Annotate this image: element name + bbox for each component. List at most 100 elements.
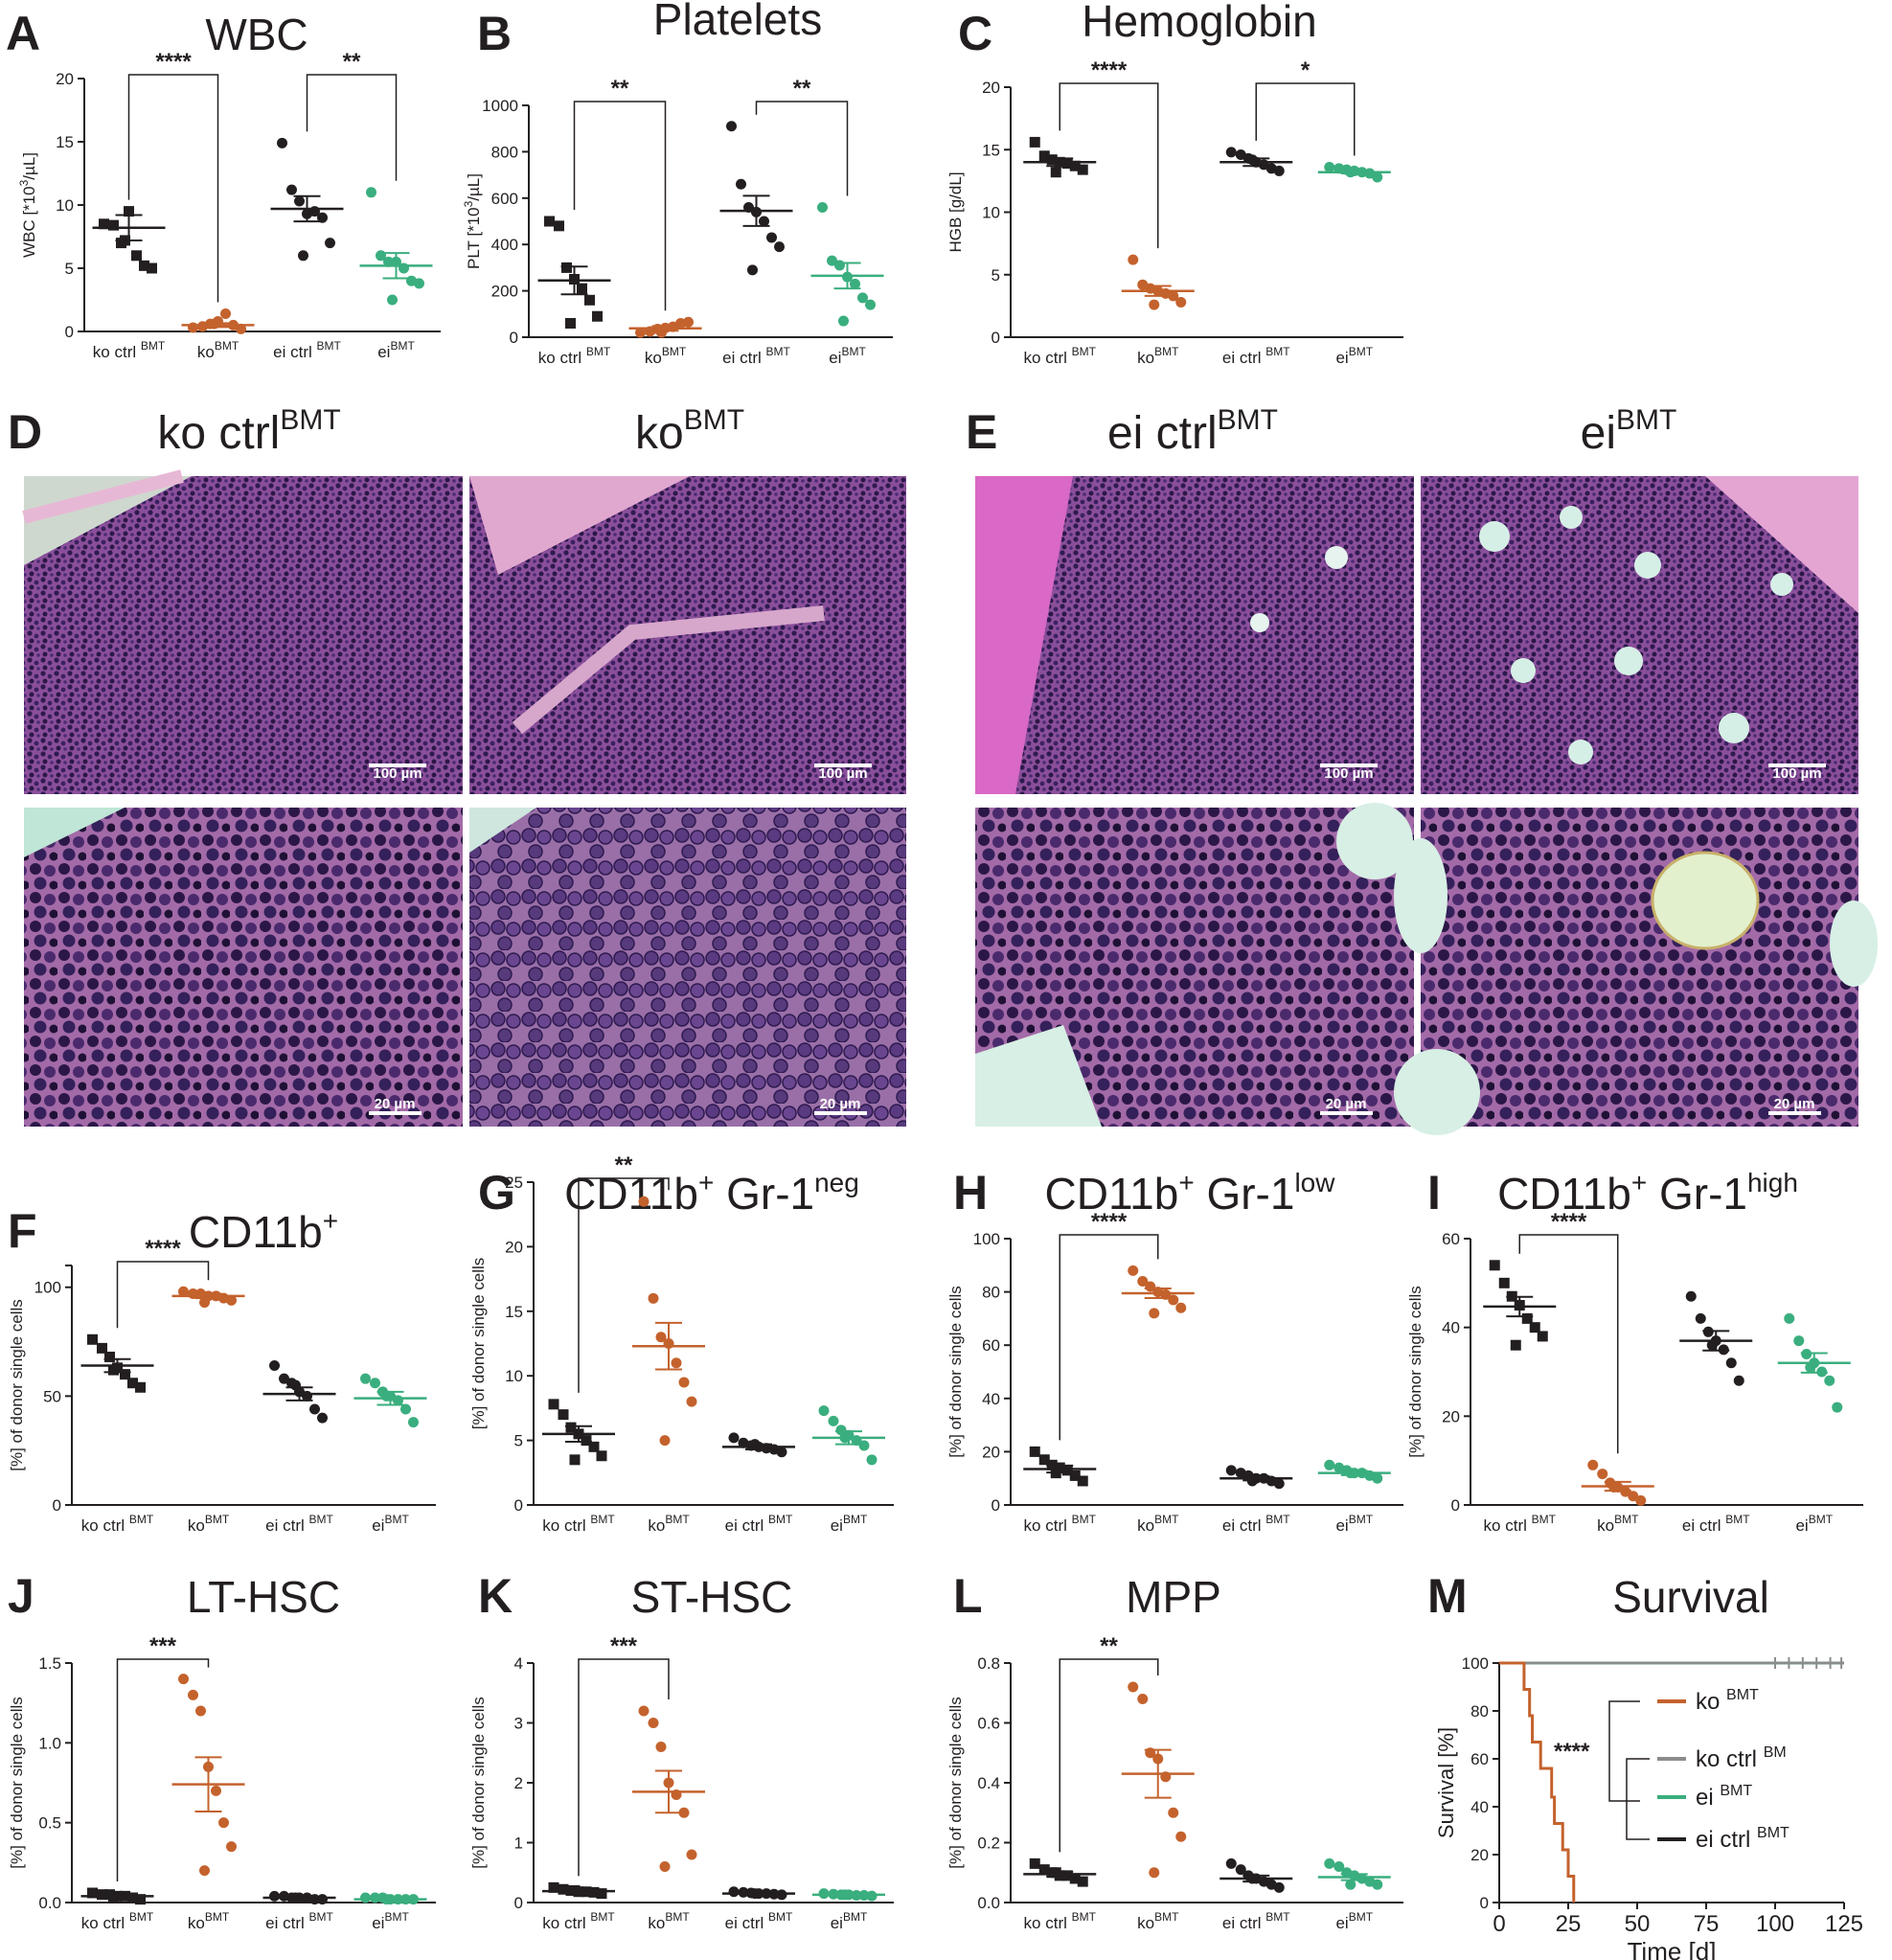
y-axis-label-text: Survival [%]	[1434, 1727, 1458, 1838]
data-point	[834, 260, 845, 271]
data-point	[558, 1883, 569, 1895]
data-point	[1069, 1470, 1081, 1481]
data-point	[866, 1454, 878, 1466]
x-tick-label: 0	[1493, 1911, 1505, 1937]
y-axis-label: Survival [%]	[1434, 1727, 1458, 1838]
data-point	[1372, 1472, 1383, 1484]
data-point	[1077, 1876, 1088, 1887]
scale-bar-label: 100 µm	[373, 765, 422, 782]
category-name: ko ctrl	[81, 1516, 129, 1535]
y-tick-label: 0	[992, 329, 1000, 347]
category-name: ei	[829, 349, 841, 367]
category-name: ko	[1137, 1914, 1154, 1932]
data-point	[317, 1412, 328, 1424]
chart-title-sup: +	[1178, 1168, 1194, 1197]
data-point	[857, 292, 868, 304]
data-point	[226, 1841, 237, 1853]
chart-title: Hemoglobin	[1082, 0, 1316, 46]
data-point	[139, 260, 149, 271]
data-point	[1832, 1402, 1843, 1413]
y-tick-label: 5	[514, 1432, 523, 1450]
y-tick-label: 0.5	[38, 1814, 61, 1833]
data-point	[108, 1364, 119, 1376]
data-point	[309, 1403, 320, 1415]
data-point	[1635, 1494, 1647, 1506]
category-name: ko	[648, 1914, 665, 1932]
data-point	[1149, 1308, 1160, 1319]
data-point	[1521, 1312, 1533, 1324]
data-point	[1695, 1312, 1706, 1324]
y-tick-label: 1	[514, 1835, 523, 1853]
data-point	[1498, 1277, 1510, 1288]
y-axis-label-sup: 3	[17, 179, 31, 186]
data-point	[638, 1705, 650, 1717]
category-sup: BMT	[843, 1513, 868, 1526]
category-name: ko	[1137, 349, 1154, 367]
scale-bar-label: 100 µm	[1772, 765, 1821, 782]
data-point	[1175, 1302, 1187, 1313]
category-label: eiBMT	[831, 1910, 868, 1932]
category-name: ei ctrl	[265, 1516, 308, 1535]
chart-title: CD11b+ Gr-1low	[1045, 1168, 1336, 1219]
data-point	[188, 1689, 198, 1700]
legend-entry: ko ctrl BM	[1696, 1744, 1787, 1772]
y-tick-label: 40	[982, 1390, 1000, 1408]
significance-label: ****	[145, 1236, 181, 1262]
data-point	[774, 241, 785, 253]
data-point	[588, 1441, 600, 1452]
chart-title-sup: +	[698, 1168, 714, 1197]
panel-letter: I	[1427, 1166, 1441, 1219]
y-tick-label: 5	[992, 266, 1000, 285]
data-point	[408, 1417, 419, 1428]
y-tick-label: 10	[56, 196, 74, 215]
data-point	[1046, 154, 1058, 166]
panel-letter-d: D	[8, 405, 42, 459]
category-sup: BMT	[1349, 345, 1374, 358]
data-point	[325, 238, 335, 249]
legend-entry: ko BMT	[1696, 1687, 1759, 1715]
chart-title-text: Hemoglobin	[1082, 0, 1316, 46]
category-sup: BMT	[665, 1910, 690, 1924]
y-axis-label: [%] of donor single cells	[469, 1258, 488, 1430]
chart-title-tail-sup: neg	[814, 1168, 859, 1197]
y-tick-label: 800	[491, 143, 518, 161]
histology-title-ko-ctrl: ko ctrlBMT	[157, 404, 340, 459]
category-label: ko ctrl BMT	[542, 1513, 615, 1535]
data-point	[1510, 1339, 1521, 1351]
data-point	[1235, 1864, 1246, 1876]
data-point	[1628, 1491, 1639, 1502]
x-tick-label: 100	[1756, 1911, 1794, 1937]
legend-entry: ei BMT	[1696, 1783, 1752, 1811]
chart-title: CD11b+ Gr-1high	[1497, 1168, 1798, 1219]
data-point	[596, 1888, 607, 1900]
chart-title-text: CD11b	[189, 1207, 323, 1257]
data-point	[360, 1892, 371, 1903]
data-point	[195, 1705, 206, 1717]
category-sup: BMT	[205, 1910, 230, 1924]
category-label: ei ctrl BMT	[722, 345, 790, 367]
category-sup: BMT	[390, 339, 415, 353]
chart-title-text: CD11b	[1045, 1169, 1179, 1219]
significance-bracket	[1059, 1234, 1159, 1441]
data-point	[97, 1889, 107, 1901]
significance-label: ****	[1091, 1209, 1128, 1235]
data-point	[1168, 1807, 1179, 1818]
data-point	[817, 201, 828, 213]
y-tick-label: 100	[973, 1230, 1000, 1248]
category-name: ko ctrl	[538, 349, 586, 367]
data-point	[1029, 136, 1040, 148]
data-point	[286, 184, 297, 195]
data-point	[220, 308, 231, 320]
category-label: ei ctrl BMT	[1682, 1513, 1750, 1535]
y-tick-label: 25	[505, 1174, 523, 1192]
y-tick-label: 1.5	[38, 1654, 61, 1673]
category-sup: BMT	[662, 345, 687, 358]
y-axis-label-text: [%] of donor single cells	[8, 1697, 26, 1869]
y-axis-label: PLT [*103/µL]	[462, 173, 483, 269]
legend-bracket	[1626, 1758, 1650, 1840]
y-tick-label: 60	[1470, 1750, 1489, 1768]
data-point	[1706, 1339, 1718, 1351]
chart-title-text: Platelets	[653, 0, 822, 44]
category-name: ei ctrl	[1222, 349, 1265, 367]
data-point	[569, 1454, 581, 1466]
